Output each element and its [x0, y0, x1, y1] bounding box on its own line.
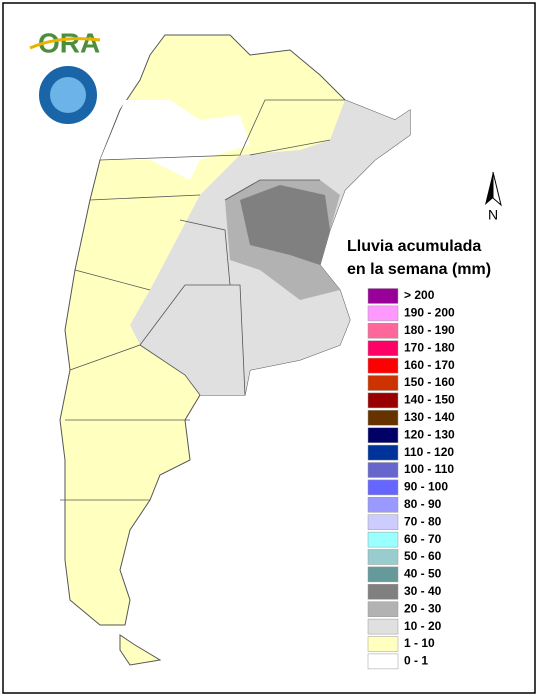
legend-swatch — [367, 566, 399, 583]
legend-label: 50 - 60 — [404, 549, 442, 563]
legend-swatch — [367, 375, 399, 391]
north-arrow-left — [485, 172, 493, 205]
legend-swatch — [367, 618, 399, 635]
legend-swatch — [367, 323, 399, 339]
tierra-del-fuego — [119, 634, 162, 666]
legend-swatch — [367, 531, 399, 548]
legend-swatch — [367, 392, 399, 409]
legend-swatch — [367, 636, 399, 652]
legend-swatch — [367, 444, 399, 461]
legend-label: 130 - 140 — [404, 410, 455, 424]
legend-label: 1 - 10 — [404, 636, 435, 650]
emblem-inner — [50, 77, 86, 113]
legend-label: > 200 — [404, 288, 435, 302]
legend-label: 70 - 80 — [404, 514, 442, 528]
legend-swatch — [367, 288, 399, 304]
legend-swatch — [367, 653, 399, 670]
legend-swatch — [367, 305, 399, 322]
legend-label: 140 - 150 — [404, 393, 455, 407]
legend-swatch — [367, 340, 399, 356]
rain-30-40 — [240, 185, 330, 265]
legend-label: 60 - 70 — [404, 532, 442, 546]
legend-title: en la semana (mm) — [347, 261, 491, 278]
legend-label: 80 - 90 — [404, 497, 442, 511]
legend-label: 170 - 180 — [404, 340, 455, 354]
legend-swatch — [367, 427, 399, 443]
legend-label: 100 - 110 — [404, 462, 454, 476]
logo-swoosh — [29, 37, 101, 50]
north-arrow-right — [492, 171, 502, 207]
legend-title: Lluvia acumulada — [347, 238, 481, 255]
legend-label: 190 - 200 — [404, 306, 455, 320]
province-borders — [60, 99, 345, 501]
legend-label: 10 - 20 — [404, 619, 442, 633]
legend-label: 30 - 40 — [404, 584, 442, 598]
legend-label: 160 - 170 — [404, 358, 455, 372]
legend-swatch — [367, 357, 399, 374]
legend-swatch — [367, 479, 399, 496]
legend-label: 110 - 120 — [404, 445, 454, 459]
legend-label: 150 - 160 — [404, 375, 455, 389]
legend-label: 90 - 100 — [404, 480, 448, 494]
north-label: N — [488, 207, 498, 223]
rain-0-1 — [100, 100, 250, 180]
legend-swatch — [367, 514, 399, 530]
legend-label: 180 - 190 — [404, 323, 455, 337]
legend-swatch — [367, 601, 399, 617]
legend-swatch — [367, 462, 399, 478]
legend-swatch — [367, 410, 399, 426]
legend-label: 20 - 30 — [404, 601, 442, 615]
legend-label: 40 - 50 — [404, 567, 442, 581]
legend-label: 120 - 130 — [404, 427, 455, 441]
legend-swatch — [367, 549, 399, 565]
legend-label: 0 - 1 — [404, 654, 428, 668]
legend-swatch — [367, 584, 399, 600]
legend-swatch — [367, 497, 399, 513]
